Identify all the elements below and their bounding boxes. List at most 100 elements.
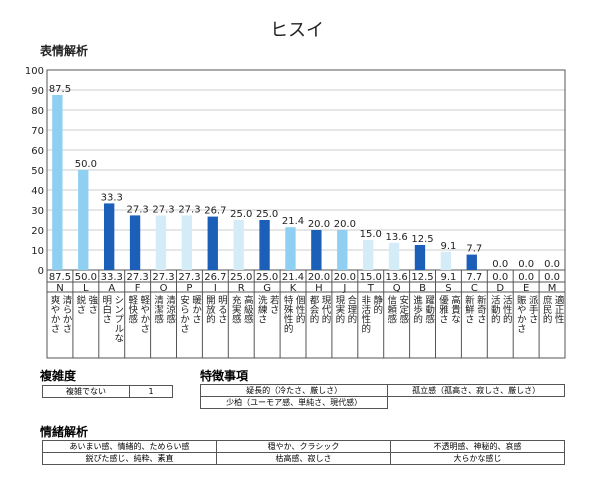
value-label: 12.5 xyxy=(411,234,433,245)
y-tick-label: 0 xyxy=(38,266,44,277)
description: 適正性 xyxy=(553,294,565,324)
cell: 穏やか、クラシック xyxy=(216,440,391,453)
value-label: 27.3 xyxy=(178,204,200,215)
description: 都会的 xyxy=(308,295,320,324)
description: 開放的 xyxy=(204,295,216,324)
value-label: 20.0 xyxy=(334,219,356,230)
cell: あいまい感、情緒的、ためらい感 xyxy=(42,440,217,453)
bar xyxy=(337,230,348,270)
value-label: 0.0 xyxy=(544,259,560,270)
bar xyxy=(440,251,452,270)
value-label: 12.5 xyxy=(411,272,433,283)
value-label: 0.0 xyxy=(518,259,534,270)
x-tick-label: F xyxy=(135,283,141,294)
value-label: 87.5 xyxy=(49,272,71,283)
section-heading: 複雑度 xyxy=(40,369,77,383)
title: ヒスイ xyxy=(270,20,324,41)
description: 清潔感 xyxy=(152,294,164,323)
y-tick-label: 30 xyxy=(31,206,44,217)
x-tick-label: S xyxy=(445,283,451,294)
description: 充実感 xyxy=(230,294,242,323)
value-label: 0.0 xyxy=(492,272,508,283)
x-tick-label: E xyxy=(523,283,529,294)
complexity-table: 複雑でない 1 xyxy=(42,385,173,398)
description: 合理的 xyxy=(345,294,357,324)
value-label: 50.0 xyxy=(75,159,97,170)
description: 躍動感 xyxy=(423,295,435,324)
bar xyxy=(362,240,374,270)
x-tick-label: D xyxy=(496,283,504,294)
x-tick-label: J xyxy=(342,283,346,294)
section-heading: 表情解析 xyxy=(39,43,88,58)
x-tick-label: M xyxy=(548,283,557,294)
bar xyxy=(207,216,218,270)
value-label: 0.0 xyxy=(492,259,508,270)
x-tick-label: H xyxy=(315,283,323,294)
description: 庶民的 xyxy=(541,294,553,324)
value-label: 33.3 xyxy=(101,192,123,203)
value-label: 9.1 xyxy=(440,241,456,252)
value-label: 50.0 xyxy=(75,272,97,283)
value-label: 0.0 xyxy=(518,272,534,283)
description: 活性的 xyxy=(501,294,513,324)
description: 個性的 xyxy=(294,294,306,324)
x-tick-label: B xyxy=(419,283,426,294)
x-tick-label: R xyxy=(238,283,245,294)
section-heading: 情緒解析 xyxy=(40,425,89,439)
description: 爽やかさ xyxy=(49,295,61,333)
value-label: 20.0 xyxy=(334,272,356,283)
description: 優雅さ xyxy=(437,294,449,323)
x-tick-label: I xyxy=(214,283,217,294)
x-tick-label: A xyxy=(108,283,115,294)
bar xyxy=(78,170,89,270)
description: 非活性的 xyxy=(359,294,371,334)
value-label: 21.4 xyxy=(282,216,304,227)
y-tick-label: 50 xyxy=(31,166,44,177)
value-label: 26.7 xyxy=(204,206,226,217)
x-tick-label: O xyxy=(160,283,168,294)
description: シンプルな xyxy=(112,295,124,343)
value-label: 13.6 xyxy=(386,272,408,283)
section-heading: 特徴事項 xyxy=(200,369,249,383)
y-tick-label: 20 xyxy=(31,226,44,237)
value-label: 33.3 xyxy=(101,272,123,283)
value-label: 87.5 xyxy=(49,84,71,95)
x-tick-label: N xyxy=(56,283,63,294)
cell: 孤立感（孤高さ、寂しさ、厳しさ） xyxy=(387,384,565,397)
description: 高貴な xyxy=(449,294,461,323)
value-label: 9.1 xyxy=(440,272,456,283)
value-label: 27.3 xyxy=(127,272,149,283)
features-table: 疑長的（冷たさ、厳しさ） 孤立感（孤高さ、寂しさ、厳しさ） 少柏（ユーモア感、単純… xyxy=(199,384,565,409)
x-tick-label: K xyxy=(290,283,297,294)
value-label: 25.0 xyxy=(230,272,252,283)
value-label: 26.7 xyxy=(204,272,226,283)
bar xyxy=(311,230,322,270)
cell: 鋭ぴた感じ、純粋、素直 xyxy=(42,452,217,465)
description: 軽快感 xyxy=(126,295,138,324)
value-label: 0.0 xyxy=(544,272,560,283)
cell: 不透明感、神秘的、哀感 xyxy=(390,440,565,453)
y-tick-label: 70 xyxy=(31,126,44,137)
bar xyxy=(129,215,141,270)
bar xyxy=(285,227,296,270)
bar xyxy=(233,220,244,270)
description: 安定感 xyxy=(397,294,409,323)
description: 新奇さ xyxy=(475,294,487,323)
y-tick-label: 100 xyxy=(25,66,44,77)
cell: 枯高感、寂しさ xyxy=(216,452,391,465)
y-tick-label: 60 xyxy=(31,146,44,157)
bar xyxy=(414,245,426,270)
x-tick-label: L xyxy=(83,283,89,294)
description: 高級感 xyxy=(242,294,254,323)
description: 信頼感 xyxy=(385,294,397,323)
description: 洗練さ xyxy=(256,294,268,323)
value-label: 27.3 xyxy=(152,272,174,283)
value-label: 20.0 xyxy=(308,272,330,283)
emotion-table: あいまい感、情緒的、ためらい感 穏やか、クラシック 不透明感、神秘的、哀感 鋭ぴた感… xyxy=(42,440,565,465)
value-label: 15.0 xyxy=(360,229,382,240)
value-label: 13.6 xyxy=(386,232,408,243)
description: 進歩的 xyxy=(411,294,423,324)
description: 明るさ xyxy=(216,295,228,324)
